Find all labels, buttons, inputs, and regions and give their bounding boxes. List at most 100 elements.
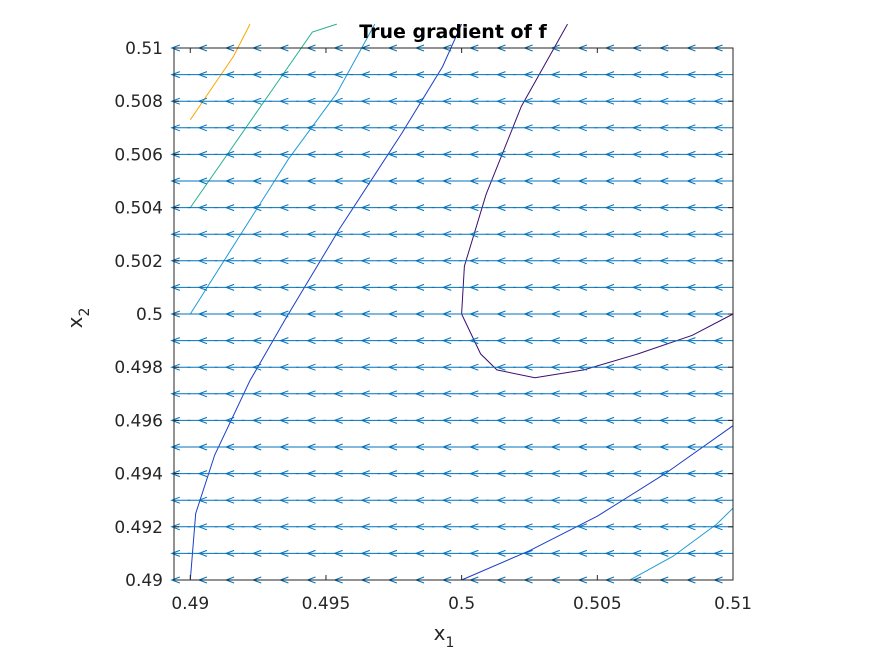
quiver-arrow-head	[468, 390, 479, 398]
quiver-arrow-head	[495, 416, 506, 424]
quiver-arrow-head	[658, 523, 669, 531]
quiver-arrow-head	[333, 443, 343, 451]
quiver-arrow-head	[550, 549, 560, 557]
quiver-row	[170, 177, 733, 185]
quiver-arrow-head	[306, 363, 316, 371]
contour-line-4	[189, 23, 463, 581]
quiver-arrow-head	[658, 71, 669, 79]
quiver-arrow-head	[713, 124, 723, 132]
quiver-arrow-head	[251, 124, 262, 132]
quiver-arrow-head	[604, 97, 615, 105]
x-tick-label: 0.5	[448, 594, 475, 614]
quiver-arrow-head	[306, 230, 316, 238]
quiver-arrow-head	[685, 71, 696, 79]
quiver-arrow-head	[631, 257, 642, 265]
quiver-arrow-head	[604, 416, 615, 424]
y-tick-label: 0.5	[136, 305, 163, 325]
quiver-arrow-head	[170, 257, 181, 265]
quiver-arrow-head	[197, 337, 208, 345]
quiver-arrow-head	[713, 337, 723, 345]
quiver-arrow-head	[658, 549, 669, 557]
quiver-arrow-head	[523, 124, 533, 132]
quiver-arrow-head	[333, 416, 343, 424]
quiver-arrow-head	[170, 283, 181, 291]
quiver-arrow-head	[468, 363, 479, 371]
y-tick-label: 0.51	[125, 39, 163, 59]
quiver-arrow-head	[577, 283, 588, 291]
quiver-arrow-head	[333, 283, 343, 291]
quiver-arrow-head	[550, 337, 560, 345]
y-axis-label-subscript: 2	[77, 308, 93, 317]
quiver-arrow-head	[278, 204, 289, 212]
quiver-arrow-head	[360, 283, 370, 291]
quiver-arrow-head	[658, 390, 669, 398]
quiver-arrow-head	[550, 230, 560, 238]
quiver-arrow-head	[278, 390, 289, 398]
quiver-arrow-head	[387, 496, 398, 504]
quiver-arrow-head	[658, 283, 669, 291]
quiver-arrow-head	[658, 496, 669, 504]
quiver-arrow-head	[631, 549, 642, 557]
quiver-arrow-head	[685, 283, 696, 291]
quiver-arrow-head	[360, 523, 370, 531]
quiver-row	[170, 443, 733, 451]
quiver-arrow-head	[441, 470, 452, 478]
y-tick-label: 0.496	[114, 411, 163, 431]
quiver-arrow-head	[197, 283, 208, 291]
quiver-arrow-head	[224, 549, 235, 557]
quiver-arrow-head	[251, 283, 262, 291]
x-tick-label: 0.505	[573, 594, 622, 614]
quiver-arrow-head	[523, 310, 533, 318]
quiver-arrow-head	[631, 230, 642, 238]
contour-line-6	[461, 425, 734, 581]
quiver-arrow-head	[685, 523, 696, 531]
quiver-arrow-head	[441, 363, 452, 371]
quiver-arrow-head	[306, 310, 316, 318]
quiver-arrow-head	[224, 71, 235, 79]
contour-layer	[189, 23, 734, 581]
quiver-arrow-head	[360, 204, 370, 212]
quiver-arrow-head	[306, 97, 316, 105]
quiver-arrow-head	[197, 470, 208, 478]
x-tick-label: 0.51	[714, 594, 752, 614]
quiver-arrow-head	[713, 177, 723, 185]
quiver-arrow-head	[523, 97, 533, 105]
quiver-arrow-head	[550, 97, 560, 105]
quiver-arrow-head	[685, 257, 696, 265]
quiver-arrow-head	[170, 124, 181, 132]
quiver-arrow-head	[604, 177, 615, 185]
quiver-arrow-head	[224, 310, 235, 318]
quiver-arrow-head	[333, 310, 343, 318]
quiver-arrow-head	[224, 523, 235, 531]
quiver-arrow-head	[387, 549, 398, 557]
quiver-arrow-head	[387, 150, 398, 158]
quiver-arrow-head	[495, 204, 506, 212]
quiver-arrow-head	[604, 310, 615, 318]
quiver-arrow-head	[414, 204, 425, 212]
quiver-arrow-head	[251, 97, 262, 105]
quiver-arrow-head	[631, 390, 642, 398]
quiver-arrow-head	[468, 204, 479, 212]
quiver-arrow-head	[550, 204, 560, 212]
quiver-arrow-head	[604, 496, 615, 504]
quiver-arrow-head	[441, 523, 452, 531]
y-axis-label-base: x	[63, 316, 87, 328]
quiver-arrow-head	[577, 124, 588, 132]
quiver-arrow-head	[170, 310, 181, 318]
quiver-arrow-head	[550, 177, 560, 185]
quiver-arrow-head	[360, 150, 370, 158]
quiver-arrow-head	[251, 230, 262, 238]
quiver-arrow-head	[685, 97, 696, 105]
quiver-arrow-head	[658, 257, 669, 265]
quiver-arrow-head	[468, 443, 479, 451]
quiver-arrow-head	[495, 549, 506, 557]
quiver-arrow-head	[170, 496, 181, 504]
y-tick-label: 0.506	[114, 145, 163, 165]
quiver-arrow-head	[468, 150, 479, 158]
quiver-arrow-head	[414, 257, 425, 265]
quiver-arrow-head	[333, 204, 343, 212]
quiver-arrow-head	[685, 390, 696, 398]
quiver-arrow-head	[224, 257, 235, 265]
quiver-arrow-head	[333, 257, 343, 265]
